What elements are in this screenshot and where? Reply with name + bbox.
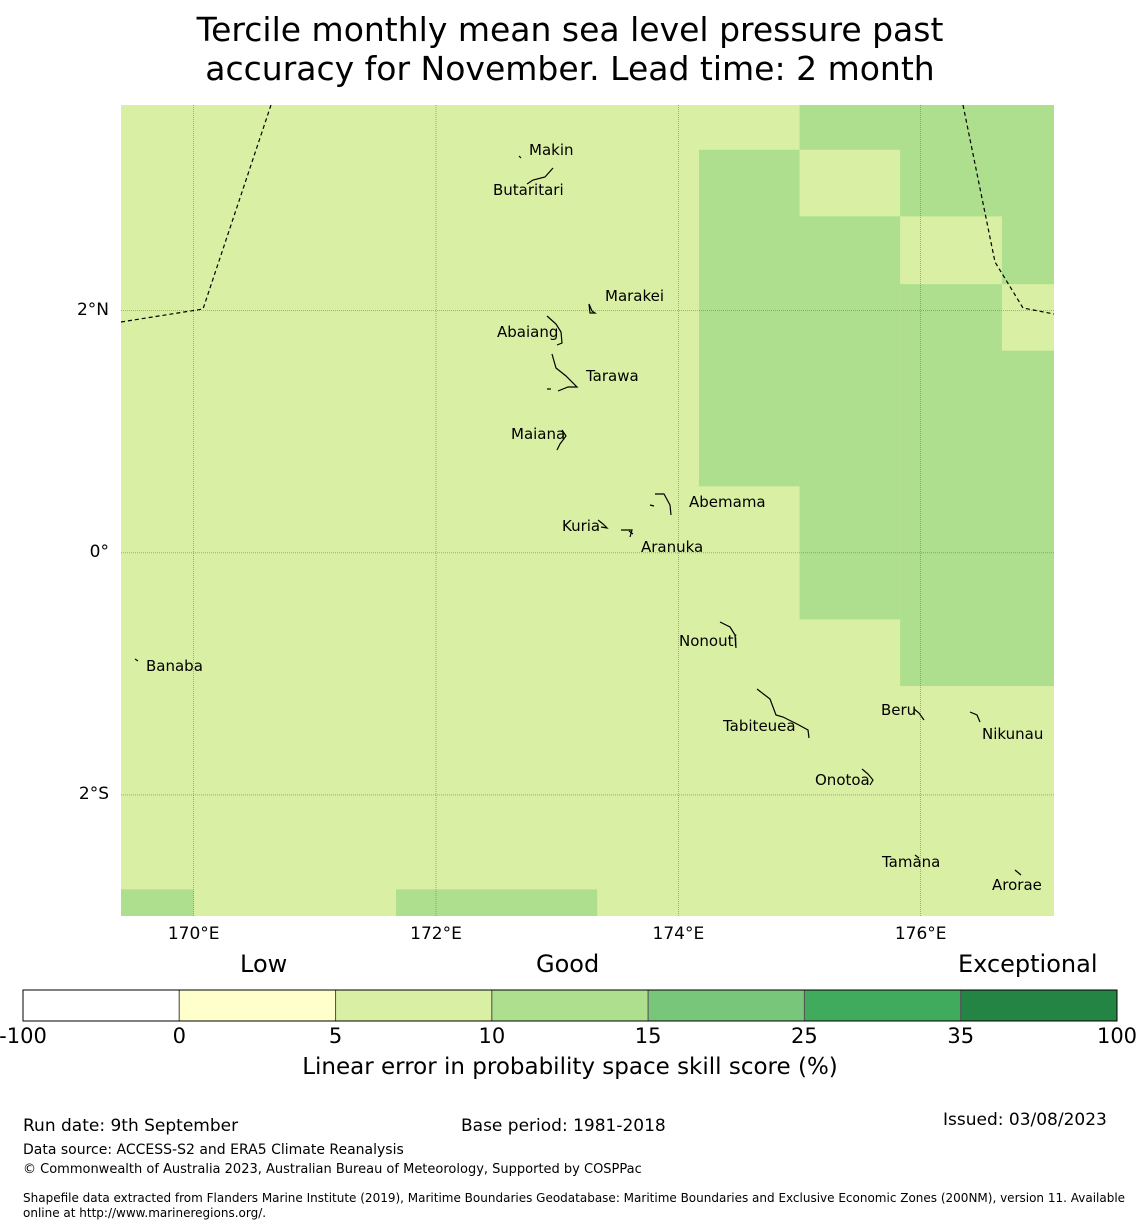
island-label-beru: Beru (881, 701, 917, 719)
island-outline (556, 429, 567, 451)
longitude-tick-label: 172°E (410, 924, 462, 944)
colorbar-bin (22, 989, 180, 1022)
island-label-nonouti: Nonouti (679, 632, 738, 650)
latitude-tick-label: 2°N (76, 299, 109, 320)
colorbar-bin (178, 989, 337, 1022)
island-outline (597, 519, 609, 529)
eez-boundary-east (962, 104, 1055, 315)
island-outline (861, 768, 874, 786)
island-outline (655, 493, 672, 516)
colorbar-tick-label: 25 (791, 1024, 818, 1048)
colorbar-bin (647, 989, 805, 1022)
island-outline (518, 155, 522, 159)
colorbar-bin (803, 989, 962, 1022)
legend-category-exceptional: Exceptional (958, 950, 1098, 978)
colorbar-label: Linear error in probability space skill … (302, 1054, 838, 1080)
shapefile-line-1: Shapefile data extracted from Flanders M… (23, 1191, 1126, 1205)
skill-cell (1001, 350, 1054, 687)
island-label-nikunau: Nikunau (982, 725, 1044, 743)
longitude-tick-label: 170°E (167, 924, 220, 944)
island-label-butaritari: Butaritari (493, 181, 564, 199)
skill-cell (698, 149, 800, 487)
island-outline (914, 854, 920, 859)
skill-cell (396, 889, 598, 916)
island-label-tarawa: Tarawa (586, 367, 639, 385)
issued-date: Issued: 03/08/2023 (943, 1110, 1107, 1130)
island-outline (1014, 869, 1022, 876)
island-label-abaiang: Abaiang (497, 323, 559, 341)
island-label-tamana: Tamana (882, 853, 941, 871)
colorbar-tick-label: 100 (1096, 1024, 1138, 1048)
longitude-tick-label: 174°E (652, 924, 705, 944)
shapefile-line-2: online at http://www.marineregions.org/. (23, 1206, 267, 1220)
colorbar-tick-label: 10 (478, 1024, 506, 1048)
chart-title: Tercile monthly mean sea level pressure … (0, 10, 1140, 88)
latitude-tick-label: 2°S (78, 783, 109, 804)
skill-cell (799, 216, 901, 620)
island-label-kuria: Kuria (562, 517, 601, 535)
copyright: © Commonwealth of Australia 2023, Austra… (23, 1162, 642, 1177)
skill-cell (799, 105, 1054, 150)
run-date: Run date: 9th September (23, 1116, 239, 1136)
colorbar-frame (22, 989, 1118, 1022)
colorbar-tick-label: -100 (0, 1024, 47, 1048)
island-outline (621, 529, 633, 538)
legend-category-good: Good (536, 950, 600, 978)
eez-boundary-west (120, 104, 272, 323)
data-source: Data source: ACCESS-S2 and ERA5 Climate … (23, 1142, 404, 1158)
island-outline (551, 353, 579, 392)
island-label-tabiteuea: Tabiteuea (723, 717, 796, 735)
skill-cell (900, 149, 1002, 217)
legend-category-low: Low (240, 950, 288, 978)
island-outline (756, 688, 810, 739)
island-outline (649, 504, 655, 507)
title-line-1: Tercile monthly mean sea level pressure … (196, 10, 944, 49)
island-outline (526, 167, 554, 185)
island-outline (969, 711, 981, 723)
colorbar-bin (491, 989, 649, 1022)
island-outline (913, 708, 925, 721)
island-label-arorae: Arorae (992, 876, 1042, 894)
island-outline (719, 621, 737, 649)
island-outline (134, 658, 139, 662)
island-label-aranuka: Aranuka (641, 538, 704, 556)
colorbar-tick-label: 15 (634, 1024, 662, 1048)
skill-cell (1001, 149, 1054, 285)
skill-cell (121, 889, 194, 916)
island-outline (628, 530, 634, 535)
title-line-2: accuracy for November. Lead time: 2 mont… (205, 49, 935, 88)
longitude-tick-label: 176°E (894, 924, 947, 944)
latitude-tick-label: 0° (89, 541, 109, 562)
island-outline (588, 303, 597, 314)
island-label-onotoa: Onotoa (815, 771, 870, 789)
island-label-maiana: Maiana (511, 425, 566, 443)
base-period: Base period: 1981-2018 (461, 1116, 666, 1136)
island-label-marakei: Marakei (605, 287, 665, 305)
skill-cell (900, 284, 1002, 687)
island-label-banaba: Banaba (146, 657, 203, 675)
colorbar-tick-label: 0 (172, 1024, 186, 1048)
island-label-makin: Makin (529, 141, 574, 159)
island-outline (546, 315, 563, 346)
colorbar-bin (960, 989, 1118, 1022)
colorbar-tick-label: 5 (328, 1024, 343, 1048)
colorbar-bin (335, 989, 493, 1022)
island-label-abemama: Abemama (689, 493, 766, 511)
colorbar-tick-label: 35 (947, 1024, 975, 1048)
